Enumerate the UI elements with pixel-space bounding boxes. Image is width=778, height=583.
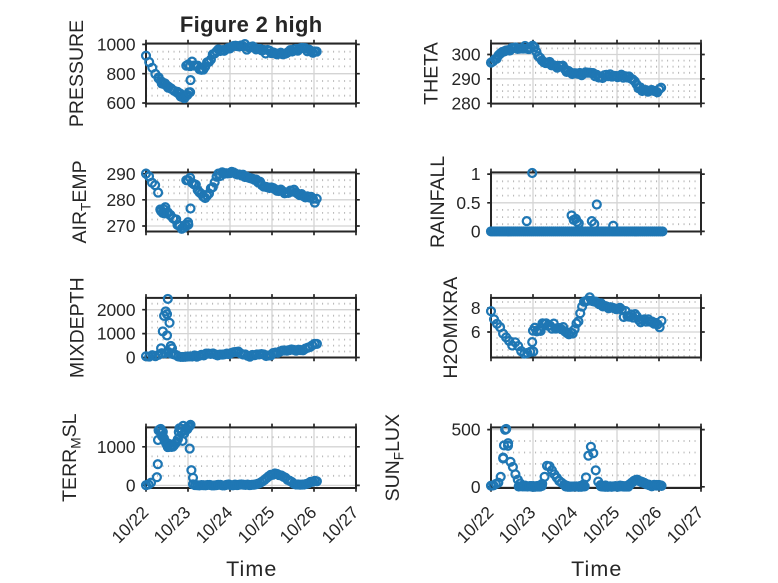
svg-text:6: 6 — [471, 322, 481, 342]
svg-text:RAINFALL: RAINFALL — [427, 156, 449, 248]
svg-text:1000: 1000 — [97, 437, 136, 457]
svg-text:0.5: 0.5 — [456, 193, 480, 213]
svg-text:AIRT​EMP: AIRT​EMP — [69, 160, 94, 243]
svg-text:PRESSURE: PRESSURE — [66, 20, 88, 127]
svg-text:280: 280 — [106, 190, 135, 210]
svg-text:TERRM​SL: TERRM​SL — [59, 413, 84, 501]
svg-text:290: 290 — [106, 164, 135, 184]
svg-text:Time: Time — [226, 557, 277, 581]
svg-text:0: 0 — [471, 222, 481, 242]
svg-text:0: 0 — [471, 477, 481, 497]
svg-text:280: 280 — [451, 93, 480, 113]
svg-text:290: 290 — [451, 69, 480, 89]
svg-text:MIXDEPTH: MIXDEPTH — [67, 277, 89, 378]
svg-text:300: 300 — [451, 45, 480, 65]
svg-text:2000: 2000 — [97, 300, 136, 320]
svg-text:270: 270 — [106, 216, 135, 236]
svg-text:1000: 1000 — [97, 324, 136, 344]
svg-text:0: 0 — [126, 348, 136, 368]
svg-text:0: 0 — [126, 476, 136, 496]
svg-text:Time: Time — [571, 557, 622, 581]
svg-text:500: 500 — [451, 420, 480, 440]
svg-text:THETA: THETA — [420, 42, 442, 104]
svg-text:8: 8 — [471, 298, 481, 318]
svg-text:1000: 1000 — [97, 35, 136, 55]
svg-text:1: 1 — [471, 164, 481, 184]
svg-text:800: 800 — [106, 64, 135, 84]
svg-text:600: 600 — [106, 93, 135, 113]
svg-text:H2OMIXRA: H2OMIXRA — [440, 277, 462, 379]
svg-text:Figure 2 high: Figure 2 high — [180, 12, 323, 37]
svg-text:SUNF​LUX: SUNF​LUX — [382, 414, 407, 501]
